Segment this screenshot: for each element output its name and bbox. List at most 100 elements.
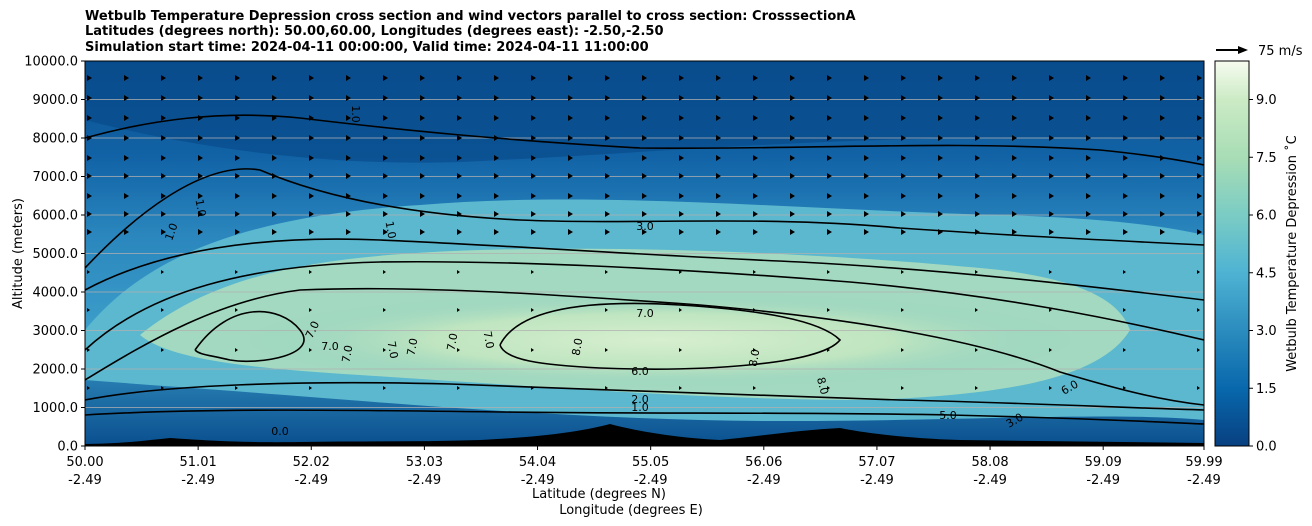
colorbar-tick-label: 7.5 bbox=[1256, 151, 1277, 166]
wind-vector bbox=[161, 75, 166, 81]
wind-vector bbox=[235, 193, 240, 199]
contour-label: 1.0 bbox=[631, 401, 649, 414]
wind-vector bbox=[87, 173, 92, 179]
wind-vector bbox=[309, 211, 314, 217]
wind-vector bbox=[568, 229, 573, 235]
wind-vector bbox=[309, 135, 314, 141]
wind-vector bbox=[87, 135, 92, 141]
wind-vector bbox=[938, 135, 943, 141]
contour-label: 1.0 bbox=[162, 221, 180, 242]
wind-vector bbox=[1160, 115, 1165, 121]
colorbar bbox=[1214, 60, 1250, 447]
wind-vector bbox=[1123, 75, 1128, 81]
x-tick-label-lon: -2.49 bbox=[1086, 473, 1120, 488]
wind-vector bbox=[457, 173, 462, 179]
wind-vector bbox=[457, 348, 460, 352]
x-tick-label-lon: -2.49 bbox=[294, 473, 328, 488]
wind-vector bbox=[864, 229, 869, 235]
wind-vector bbox=[420, 155, 425, 161]
wind-vector bbox=[753, 135, 758, 141]
contour-line bbox=[85, 381, 1204, 411]
wind-vector bbox=[753, 308, 756, 312]
wind-vector bbox=[531, 270, 534, 274]
wind-vector bbox=[1086, 229, 1091, 235]
wind-vector bbox=[716, 193, 721, 199]
wind-vector bbox=[605, 173, 610, 179]
colorbar-label: Wetbulb Temperature Depression ˚C bbox=[1284, 135, 1300, 372]
contour-label: 7.0 bbox=[321, 340, 339, 353]
wind-vector bbox=[1160, 135, 1165, 141]
wind-vector bbox=[605, 270, 608, 274]
x-tick-label-lat: 51.01 bbox=[180, 455, 217, 470]
wind-vector bbox=[864, 75, 869, 81]
wind-vector bbox=[1012, 115, 1017, 121]
wind-vector bbox=[975, 229, 980, 235]
x-tick-label-lon: -2.49 bbox=[634, 473, 668, 488]
wind-vector bbox=[346, 115, 351, 121]
wind-vector bbox=[87, 211, 92, 217]
wind-vector bbox=[568, 95, 573, 101]
contour-line bbox=[194, 310, 305, 363]
wind-vector bbox=[1049, 308, 1052, 312]
wind-vector bbox=[753, 270, 756, 274]
contour-label: 1.0 bbox=[193, 198, 209, 217]
wind-vector bbox=[457, 229, 462, 235]
wind-vector bbox=[716, 95, 721, 101]
wind-vector bbox=[1197, 229, 1202, 235]
wind-vector bbox=[864, 155, 869, 161]
wind-vector bbox=[568, 193, 573, 199]
wind-vector bbox=[827, 95, 832, 101]
wind-vector bbox=[161, 211, 166, 217]
wind-vector bbox=[198, 75, 203, 81]
wind-vector bbox=[494, 115, 499, 121]
x-tick-label-lon: -2.49 bbox=[973, 473, 1007, 488]
wind-vector bbox=[383, 193, 388, 199]
wind-vector bbox=[679, 386, 682, 390]
wind-vector bbox=[975, 95, 980, 101]
wind-vector bbox=[642, 95, 647, 101]
field-band-top bbox=[85, 61, 1204, 163]
wind-vector bbox=[1049, 115, 1054, 121]
contour-label: 7.0 bbox=[481, 330, 497, 349]
y-tick-label: 0.0 bbox=[57, 440, 78, 455]
wind-vector bbox=[605, 211, 610, 217]
wind-vector bbox=[235, 173, 240, 179]
wind-vector bbox=[161, 115, 166, 121]
wind-vector bbox=[1123, 229, 1128, 235]
wind-vector bbox=[901, 193, 906, 199]
wind-vector bbox=[901, 386, 904, 390]
wind-vector bbox=[938, 193, 943, 199]
chart-title-line-1: Wetbulb Temperature Depression cross sec… bbox=[85, 9, 856, 24]
wind-vector bbox=[901, 270, 904, 274]
y-tick-label: 3000.0 bbox=[33, 324, 79, 339]
x-tick-label-lat: 53.03 bbox=[406, 455, 443, 470]
wind-vector bbox=[790, 211, 795, 217]
wind-vector bbox=[568, 211, 573, 217]
terrain bbox=[85, 424, 1204, 446]
wind-vector bbox=[1049, 75, 1054, 81]
wind-vector bbox=[864, 173, 869, 179]
wind-vector bbox=[457, 95, 462, 101]
y-tick-label: 6000.0 bbox=[33, 209, 79, 224]
wind-vector bbox=[1160, 95, 1165, 101]
wind-vector bbox=[1123, 135, 1128, 141]
wind-vector bbox=[494, 229, 499, 235]
wind-vector bbox=[1086, 211, 1091, 217]
wind-vector bbox=[679, 155, 684, 161]
wind-vector bbox=[531, 211, 536, 217]
quiver-key-label: 75 m/s bbox=[1258, 44, 1303, 59]
wind-vector bbox=[124, 229, 129, 235]
y-tick-label: 1000.0 bbox=[33, 401, 79, 416]
wind-vector bbox=[383, 229, 388, 235]
wind-vector bbox=[1197, 193, 1202, 199]
wind-vector bbox=[679, 193, 684, 199]
wind-vector bbox=[531, 348, 534, 352]
wind-vector bbox=[827, 115, 832, 121]
x-tick-label-lon: -2.49 bbox=[181, 473, 215, 488]
wind-vector bbox=[531, 229, 536, 235]
wind-vector bbox=[716, 75, 721, 81]
wind-vector bbox=[161, 308, 164, 312]
wind-vector bbox=[1123, 211, 1128, 217]
wind-vector bbox=[605, 348, 608, 352]
x-tick-label-lon: -2.49 bbox=[408, 473, 442, 488]
